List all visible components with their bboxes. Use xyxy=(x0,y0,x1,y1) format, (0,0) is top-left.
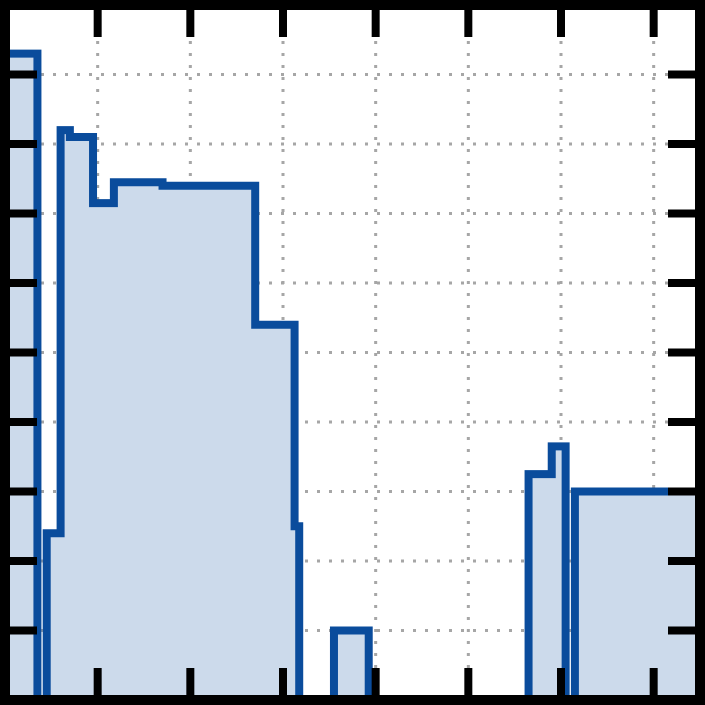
series-area xyxy=(5,53,700,700)
series-layer xyxy=(5,49,700,704)
ticks xyxy=(5,5,700,700)
series-line xyxy=(5,49,700,704)
